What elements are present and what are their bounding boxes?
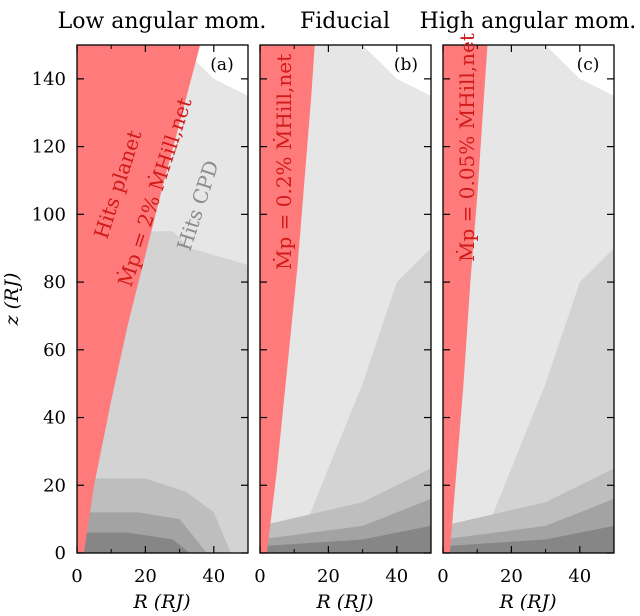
y-tick-label: 0 [55,543,66,564]
x-tick-label-c: 40 [568,566,591,587]
y-tick-label: 140 [32,69,66,90]
shade-4-c [443,525,614,553]
planet-region-a [77,45,201,553]
x-axis-label-c: R (RJ) [498,591,556,613]
white-region-c [545,45,614,96]
axes-frame-c [442,44,615,554]
x-tick-label-a: 20 [134,566,157,587]
x-tick-label-b: 40 [385,566,408,587]
x-tick-label-a: 0 [71,566,82,587]
panel-title-a: Low angular mom. [58,9,267,34]
accretion-rate-c: Ṁp = 0.05% ṀHill,net [455,33,479,262]
x-axis-label-a: R (RJ) [132,591,190,613]
shade-4-b [260,525,431,553]
y-tick-label: 40 [43,408,66,429]
panel-label-b: (b) [394,55,418,75]
y-tick-label: 20 [43,475,66,496]
panel-b [260,45,431,553]
y-tick-label: 100 [32,204,66,225]
x-tick-label-a: 40 [202,566,225,587]
x-axis-label-b: R (RJ) [315,591,373,613]
x-tick-label-c: 0 [437,566,448,587]
y-tick-label: 80 [43,272,66,293]
y-tick-label: 120 [32,137,66,158]
accretion-rate-b: Ṁp = 0.2% ṀHill,net [272,54,296,270]
panel-c [443,45,614,553]
panel-title-c: High angular mom. [420,9,637,34]
y-tick-label: 60 [43,340,66,361]
panel-a [77,45,248,553]
tick-marks: 0 20 40 0 20 40 0 20 40 0 20 40 60 80 100 120 140 [32,45,614,587]
axes-frame-a [76,44,249,554]
x-tick-label-b: 20 [317,566,340,587]
planet-region-b [260,45,315,553]
panel-title-b: Fiducial [300,9,390,34]
y-axis-label: z (RJ) [1,273,23,327]
x-tick-label-b: 0 [254,566,265,587]
cpd-region-b [294,248,431,553]
axes-frame-b [259,44,432,554]
planet-region-c [443,45,488,553]
x-tick-label-c: 20 [500,566,523,587]
cpd-region-c [477,248,614,553]
panel-label-a: (a) [210,55,233,75]
white-region-b [362,45,431,96]
shade-4-a [77,532,190,553]
panel-label-c: (c) [577,55,600,75]
